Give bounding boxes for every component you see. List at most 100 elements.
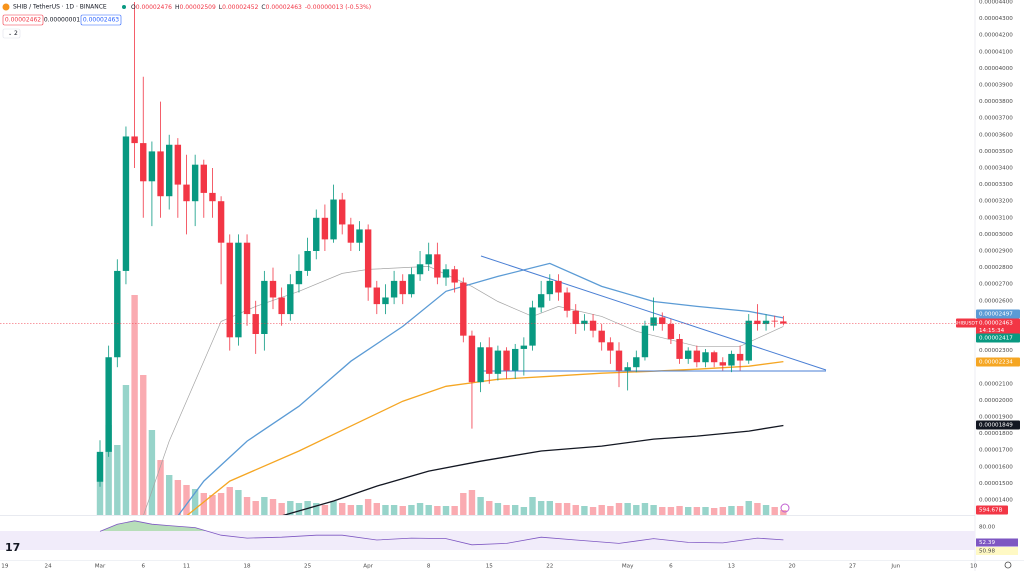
volume-bar: [295, 503, 303, 515]
y-tick-label: 0.00002100: [979, 381, 1013, 387]
volume-bar: [174, 480, 182, 515]
ohlc-key: C: [261, 4, 265, 11]
y-tick-label: 0.00001700: [979, 448, 1013, 454]
ohlc-value: 0.00002476: [136, 4, 172, 11]
candle-body: [572, 310, 579, 325]
volume-bar: [321, 505, 329, 515]
candle-body: [736, 353, 744, 361]
candle-body: [477, 347, 484, 383]
candle-body: [607, 342, 614, 351]
ask: 0.00002463: [83, 17, 119, 24]
candle-body: [728, 353, 735, 366]
volume-bar: [278, 503, 285, 515]
y-tick-label: 0.00002700: [979, 282, 1013, 288]
candle-body: [321, 217, 329, 240]
volume-bar: [209, 495, 216, 515]
y-tick-label: 0.00003500: [979, 149, 1013, 155]
candle-body: [503, 350, 510, 371]
candle-body: [494, 350, 502, 374]
y-tick-label: 0.00003400: [979, 166, 1013, 172]
volume-bar: [563, 503, 571, 515]
volume-bar: [520, 507, 528, 515]
ohlc: O0.00002476 H0.00002509 L0.00002452 C0.0000…: [131, 4, 371, 11]
rsi-ma-tag-bg: [976, 547, 1018, 555]
volume-bar: [503, 505, 510, 515]
candle-body: [174, 144, 182, 185]
candle-body: [148, 151, 156, 182]
volume-bar: [581, 506, 588, 515]
volume-bar: [771, 507, 778, 515]
volume-bar: [313, 503, 320, 515]
x-tick-label: 25: [304, 564, 312, 570]
candle-body: [529, 307, 536, 346]
ohlc-value: 0.00002463: [266, 4, 302, 11]
moving-average: [177, 262, 784, 515]
settings-icon[interactable]: [1004, 561, 1012, 569]
candle-body: [140, 143, 147, 182]
x-tick-label: Mar: [95, 564, 106, 570]
bid-box[interactable]: [2, 14, 44, 26]
volume-bar: [105, 425, 112, 515]
volume-bar: [140, 375, 147, 515]
x-tick-label: 6: [141, 564, 145, 570]
indicator-toggle[interactable]: [2, 28, 21, 39]
volume-bar: [390, 505, 398, 515]
volume-bar: [235, 490, 242, 515]
volume-bar: [650, 505, 657, 515]
candle-body: [468, 335, 476, 383]
x-tick-label: 22: [546, 564, 553, 570]
candle-body: [537, 294, 545, 308]
candle-body: [295, 270, 303, 285]
alert-icon[interactable]: [780, 503, 790, 513]
volume-bar: [114, 445, 121, 515]
candle-body: [780, 321, 787, 324]
candle-body: [685, 350, 692, 359]
rsi-ma-label: 50.98: [979, 549, 995, 555]
volume-bar: [633, 505, 640, 515]
volume-bar: [157, 460, 164, 515]
candle-body: [339, 199, 346, 225]
rsi-level-label: 80.00: [979, 525, 995, 531]
price-tag-bg: [976, 309, 1020, 319]
logo: 17: [5, 541, 20, 554]
volume-bar: [269, 499, 277, 515]
candle-body: [131, 136, 138, 144]
candle-body: [659, 317, 666, 325]
y-tick-label: 0.00001900: [979, 415, 1013, 421]
x-tick-label: 8: [427, 564, 431, 570]
volume-bar: [122, 385, 130, 515]
volume-bar: [702, 507, 709, 515]
y-tick-label: 0.00002000: [979, 398, 1013, 404]
candle-body: [641, 325, 649, 358]
change: -0.00000013 (-0.53%): [305, 4, 371, 11]
candle-body: [762, 320, 770, 325]
volume-bar: [399, 506, 406, 515]
rsi-tag-bg: [976, 538, 1018, 547]
volume-bar: [676, 506, 683, 515]
ask-box[interactable]: [80, 14, 122, 26]
candle-body: [719, 362, 726, 366]
volume-bar: [719, 507, 726, 515]
tv-logo: 17: [5, 541, 20, 554]
candle-body: [676, 338, 683, 359]
volume-bar: [780, 510, 787, 515]
ohlc-key: L: [219, 4, 223, 11]
ohlc-value: 0.00002509: [180, 4, 216, 11]
volume-bar: [416, 503, 424, 515]
x-tick-label: 18: [243, 564, 251, 570]
y-tick-label: 0.00003200: [979, 199, 1013, 205]
volume-tag: 594.67B: [979, 508, 1003, 514]
volume-bar: [659, 507, 666, 515]
candle-body: [771, 320, 778, 322]
volume-bar: [434, 506, 441, 515]
candle-body: [122, 136, 130, 271]
volume-bar: [512, 505, 519, 515]
x-tick-label: Jun: [890, 564, 900, 570]
volume-bar: [442, 506, 450, 515]
price-tag-bg: [976, 357, 1020, 367]
x-tick-label: May: [622, 564, 634, 570]
volume-bar: [745, 501, 752, 515]
candle-body: [486, 347, 493, 374]
candle-body: [114, 270, 121, 358]
